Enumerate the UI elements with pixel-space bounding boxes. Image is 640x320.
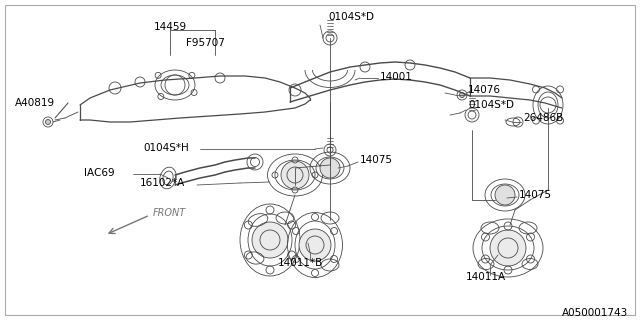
Text: F95707: F95707 bbox=[186, 38, 225, 48]
Text: 26486B: 26486B bbox=[523, 113, 563, 123]
Circle shape bbox=[299, 229, 331, 261]
Circle shape bbox=[45, 119, 51, 124]
Text: IAC69: IAC69 bbox=[84, 168, 115, 178]
Circle shape bbox=[320, 158, 340, 178]
Text: FRONT: FRONT bbox=[153, 208, 186, 218]
Text: A050001743: A050001743 bbox=[562, 308, 628, 318]
Text: 0104S*H: 0104S*H bbox=[143, 143, 189, 153]
Text: 14075: 14075 bbox=[360, 155, 393, 165]
Text: A40819: A40819 bbox=[15, 98, 55, 108]
Text: 14001: 14001 bbox=[380, 72, 413, 82]
Circle shape bbox=[495, 185, 515, 205]
Circle shape bbox=[460, 92, 465, 98]
Text: 14459: 14459 bbox=[154, 22, 187, 32]
Text: 0104S*D: 0104S*D bbox=[328, 12, 374, 22]
Text: 0104S*D: 0104S*D bbox=[468, 100, 514, 110]
Text: 14011*B: 14011*B bbox=[278, 258, 323, 268]
Text: 14075: 14075 bbox=[519, 190, 552, 200]
Text: 14076: 14076 bbox=[468, 85, 501, 95]
Circle shape bbox=[490, 230, 526, 266]
Text: 14011A: 14011A bbox=[466, 272, 506, 282]
Text: 16102*A: 16102*A bbox=[140, 178, 185, 188]
Circle shape bbox=[281, 161, 309, 189]
Circle shape bbox=[252, 222, 288, 258]
